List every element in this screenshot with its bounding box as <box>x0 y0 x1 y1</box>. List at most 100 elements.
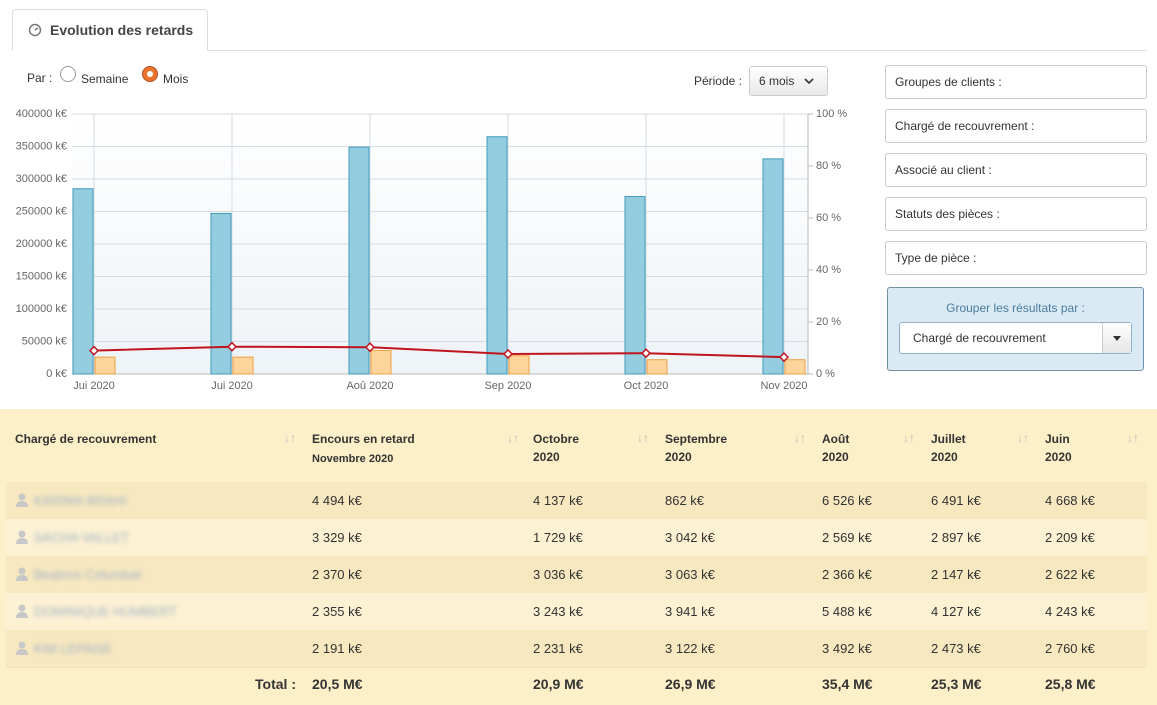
radio-label: Semaine <box>81 72 128 86</box>
column-title: Septembre <box>665 432 727 446</box>
cell-value: 862 k€ <box>665 493 704 508</box>
bar <box>233 357 253 374</box>
total-value: 25,3 M€ <box>931 676 982 692</box>
cell-value: 3 492 k€ <box>822 641 872 656</box>
user-icon <box>15 604 29 618</box>
y-tick-label: 400000 k€ <box>16 108 67 120</box>
x-tick-label: Sep 2020 <box>484 380 531 392</box>
x-tick-label: Jui 2020 <box>73 380 115 392</box>
column-title: Juillet <box>931 432 966 446</box>
cell-value: 6 491 k€ <box>931 493 981 508</box>
column-title: Juin <box>1045 432 1070 446</box>
column-title: Août <box>822 432 849 446</box>
cell-value: 4 127 k€ <box>931 604 981 619</box>
cell-value: 2 473 k€ <box>931 641 981 656</box>
bar <box>785 360 805 374</box>
dropdown-button <box>1102 323 1131 353</box>
caret <box>804 77 814 85</box>
filter-input[interactable]: Chargé de recouvrement : <box>885 109 1147 143</box>
sort-icon[interactable]: ↓↑ <box>637 431 649 445</box>
chart: 0 k€50000 k€100000 k€150000 k€200000 k€2… <box>0 100 870 400</box>
column-subtitle: Novembre 2020 <box>312 453 393 465</box>
cell-value: 2 355 k€ <box>312 604 362 619</box>
y2-tick-label: 40 % <box>816 264 841 276</box>
group-by-label: Grouper les résultats par : <box>888 301 1143 315</box>
cell-value: 3 941 k€ <box>665 604 715 619</box>
person-name: Beatrice Columbat <box>34 567 141 582</box>
cell-value: 2 366 k€ <box>822 567 872 582</box>
cell-value: 5 488 k€ <box>822 604 872 619</box>
bar <box>487 137 507 374</box>
group-by-value: Chargé de recouvrement <box>913 331 1046 345</box>
view-label: Par : <box>27 71 52 85</box>
cell-value: 2 622 k€ <box>1045 567 1095 582</box>
user-icon <box>15 493 29 507</box>
radio[interactable] <box>142 66 158 82</box>
cell-value: 4 137 k€ <box>533 493 583 508</box>
column-subtitle: 2020 <box>533 450 560 464</box>
y-tick-label: 350000 k€ <box>16 140 67 152</box>
cell-value: 3 329 k€ <box>312 530 362 545</box>
y-tick-label: 100000 k€ <box>16 303 67 315</box>
filter-input[interactable]: Statuts des pièces : <box>885 197 1147 231</box>
period-select[interactable]: 6 mois <box>749 66 828 96</box>
cell-value: 3 122 k€ <box>665 641 715 656</box>
cell-value: 2 231 k€ <box>533 641 583 656</box>
filter-input[interactable]: Groupes de clients : <box>885 65 1147 99</box>
y2-tick-label: 60 % <box>816 212 841 224</box>
total-label: Total : <box>180 676 296 692</box>
tab-icon <box>28 23 42 37</box>
user-icon <box>15 567 29 581</box>
group-by-select[interactable]: Chargé de recouvrement <box>899 322 1132 354</box>
sort-icon[interactable]: ↓↑ <box>794 431 806 445</box>
y2-tick-label: 80 % <box>816 160 841 172</box>
bar <box>509 356 529 374</box>
y-tick-label: 300000 k€ <box>16 173 67 185</box>
bar <box>73 189 93 374</box>
radio[interactable] <box>60 66 76 82</box>
column-title: Octobre <box>533 432 579 446</box>
total-value: 20,9 M€ <box>533 676 584 692</box>
person-name: DOMINIQUE HUMBERT <box>34 604 177 619</box>
x-tick-label: Oct 2020 <box>624 380 669 392</box>
x-tick-label: Jui 2020 <box>211 380 253 392</box>
bar <box>625 197 645 374</box>
period-label: Période : <box>640 74 742 88</box>
table: Chargé de recouvrement↓↑Encours en retar… <box>0 409 1157 705</box>
cell-value: 6 526 k€ <box>822 493 872 508</box>
filter-input[interactable]: Associé au client : <box>885 153 1147 187</box>
cell-value: 4 243 k€ <box>1045 604 1095 619</box>
cell-value: 2 370 k€ <box>312 567 362 582</box>
bar <box>349 147 369 374</box>
column-subtitle: 2020 <box>1045 450 1072 464</box>
sort-icon[interactable]: ↓↑ <box>507 431 519 445</box>
column-title: Encours en retard <box>312 432 415 446</box>
period-value: 6 mois <box>759 74 794 88</box>
y-tick-label: 250000 k€ <box>16 205 67 217</box>
y-tick-label: 0 k€ <box>46 368 67 380</box>
y2-tick-label: 100 % <box>816 108 847 120</box>
bar <box>763 159 783 374</box>
x-tick-label: Nov 2020 <box>760 380 807 392</box>
cell-value: 2 897 k€ <box>931 530 981 545</box>
cell-value: 4 494 k€ <box>312 493 362 508</box>
user-icon <box>15 641 29 655</box>
sort-icon[interactable]: ↓↑ <box>284 431 296 445</box>
sort-icon[interactable]: ↓↑ <box>1017 431 1029 445</box>
bar <box>95 357 115 374</box>
total-value: 35,4 M€ <box>822 676 873 692</box>
filter-input[interactable]: Type de pièce : <box>885 241 1147 275</box>
total-value: 20,5 M€ <box>312 676 363 692</box>
tab[interactable]: Evolution des retards <box>12 9 208 51</box>
sort-icon[interactable]: ↓↑ <box>903 431 915 445</box>
caret <box>1113 336 1121 341</box>
cell-value: 2 191 k€ <box>312 641 362 656</box>
y-tick-label: 150000 k€ <box>16 270 67 282</box>
sort-icon[interactable]: ↓↑ <box>1127 431 1139 445</box>
total-value: 25,8 M€ <box>1045 676 1096 692</box>
y-tick-label: 50000 k€ <box>22 335 67 347</box>
person-name: KARIMA BRAHI <box>34 493 126 508</box>
radio-dot <box>147 71 153 77</box>
cell-value: 3 042 k€ <box>665 530 715 545</box>
